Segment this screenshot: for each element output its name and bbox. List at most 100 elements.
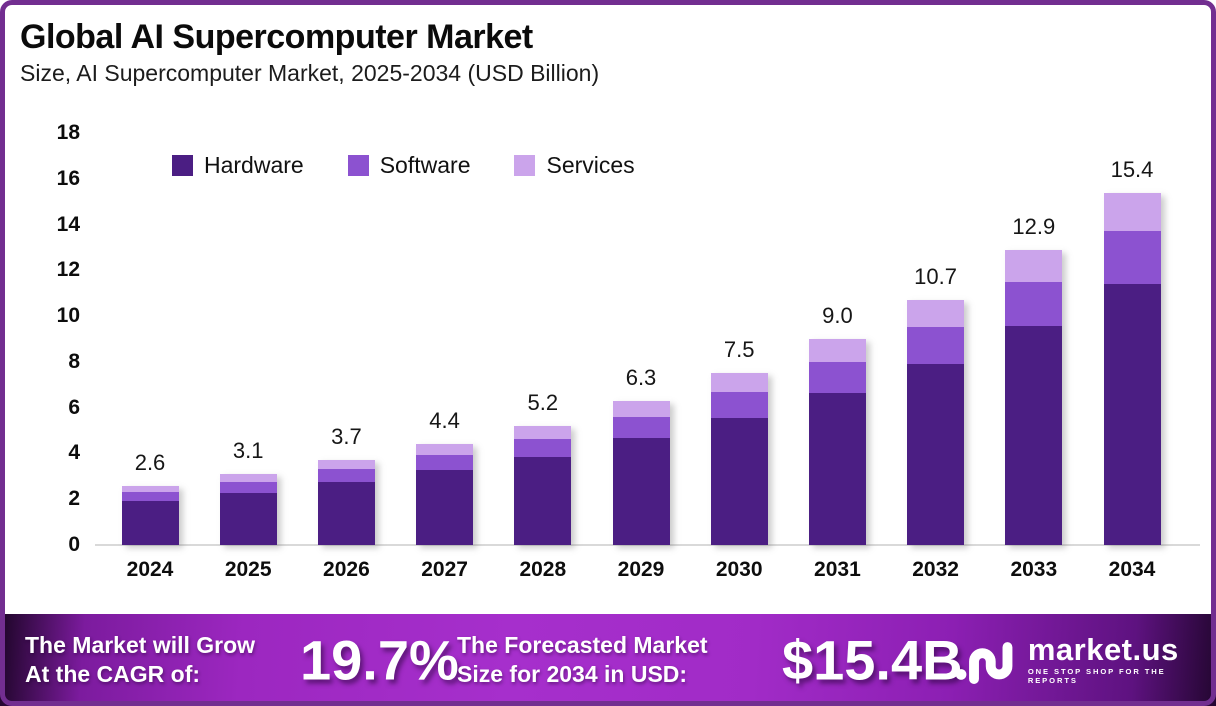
bar-segment-hardware xyxy=(121,501,179,545)
x-axis-line xyxy=(95,544,1200,546)
market-us-logo-icon xyxy=(955,642,1013,684)
legend-swatch-icon xyxy=(172,155,193,176)
brand-text: market.us ONE STOP SHOP FOR THE REPORTS xyxy=(1027,632,1216,685)
bar-segment-services xyxy=(416,444,474,456)
bar-2027 xyxy=(416,444,474,545)
y-axis-tick-label: 18 xyxy=(56,121,80,144)
bar-2025 xyxy=(219,474,277,545)
legend-label: Hardware xyxy=(204,152,304,178)
bar-segment-software xyxy=(612,416,670,439)
bar-total-label: 7.5 xyxy=(723,337,755,363)
legend-label: Software xyxy=(379,152,471,178)
y-axis-tick-label: 6 xyxy=(68,395,80,419)
stacked-bar-chart: 0 2 4 6 8 10 12 14 16 18 2.6 2024 3.1 2025 3.7 2026 4.4… xyxy=(56,0,1200,581)
bar-segment-hardware xyxy=(416,470,474,545)
bar-segment-services xyxy=(907,300,965,327)
bar-segment-software xyxy=(514,439,572,457)
bar-total-label: 12.9 xyxy=(1012,213,1056,239)
brand-name: market.us xyxy=(1027,632,1179,667)
bar-total-label: 3.7 xyxy=(331,424,362,450)
bar-total-label: 3.1 xyxy=(232,438,264,464)
bar-segment-software xyxy=(808,361,866,393)
bar-segment-services xyxy=(317,460,375,470)
page-title: Global AI Supercomputer Market xyxy=(20,18,533,56)
y-axis-tick-label: 0 xyxy=(68,533,80,556)
legend-swatch-icon xyxy=(514,155,536,176)
bar-total-label: 2.6 xyxy=(134,449,166,475)
bar-segment-software xyxy=(219,481,277,493)
bar-total-label: 5.2 xyxy=(527,389,559,415)
cagr-label: The Market will Grow At the CAGR of: xyxy=(25,631,255,689)
legend-item-hardware: Hardware xyxy=(172,152,304,179)
bar-segment-hardware xyxy=(514,456,572,545)
bar-segment-software xyxy=(907,326,965,364)
bar-segment-hardware xyxy=(710,417,768,545)
legend-item-services: Services xyxy=(514,152,635,179)
y-axis-tick-label: 2 xyxy=(68,487,80,511)
x-axis-label: 2029 xyxy=(617,558,665,581)
y-axis-tick-label: 8 xyxy=(68,349,80,373)
bar-segment-services xyxy=(612,400,670,417)
bar-segment-software xyxy=(121,492,179,502)
bar-segment-software xyxy=(710,392,768,418)
bar-total-label: 9.0 xyxy=(822,303,853,328)
x-axis-label: 2034 xyxy=(1108,558,1156,581)
forecast-label-line2: Size for 2034 in USD: xyxy=(457,661,688,687)
bar-segment-services xyxy=(710,373,768,393)
bar-2029 xyxy=(612,400,670,545)
bar-total-label: 10.7 xyxy=(914,264,957,290)
bars: 2.6 2024 3.1 2025 3.7 2026 4.4 2027 5.2 2028 6.3 20… xyxy=(100,0,1196,581)
page-subtitle: Size, AI Supercomputer Market, 2025-2034… xyxy=(20,60,600,86)
y-axis-tick-label: 12 xyxy=(56,258,80,282)
cagr-label-line1: The Market will Grow xyxy=(25,632,256,658)
bar-segment-software xyxy=(1103,231,1161,285)
bar-2030 xyxy=(710,373,768,545)
y-axis-tick-label: 16 xyxy=(56,166,80,190)
bar-2031 xyxy=(808,339,866,545)
bar-segment-services xyxy=(808,339,866,362)
footer-banner: The Market will Grow At the CAGR of: 19.… xyxy=(0,614,1216,706)
bar-segment-software xyxy=(1005,282,1063,327)
bar-2032 xyxy=(907,300,965,545)
cagr-value: 19.7% xyxy=(300,628,459,692)
bar-segment-software xyxy=(317,469,375,483)
legend-item-software: Software xyxy=(347,152,471,179)
bar-segment-hardware xyxy=(808,392,866,545)
brand-logo: market.us ONE STOP SHOP FOR THE REPORTS xyxy=(955,632,1216,685)
y-axis-tick-label: 14 xyxy=(56,212,80,236)
legend-swatch-icon xyxy=(347,155,369,176)
bar-2034 xyxy=(1103,192,1161,545)
x-axis-label: 2028 xyxy=(519,558,567,581)
bar-total-label: 15.4 xyxy=(1110,156,1154,182)
bar-segment-services xyxy=(219,474,277,482)
x-axis-label: 2027 xyxy=(421,558,468,581)
x-axis-label: 2025 xyxy=(224,558,272,581)
x-axis-label: 2030 xyxy=(715,558,763,581)
bar-segment-services xyxy=(1005,249,1063,282)
x-axis-label: 2024 xyxy=(126,558,174,581)
bar-segment-hardware xyxy=(1005,326,1063,545)
bar-segment-software xyxy=(416,455,474,471)
forecast-label-line1: The Forecasted Market xyxy=(457,632,708,658)
x-axis-label: 2033 xyxy=(1010,558,1058,581)
brand-tagline: ONE STOP SHOP FOR THE REPORTS xyxy=(1027,667,1166,685)
bar-segment-hardware xyxy=(612,438,670,545)
bar-segment-hardware xyxy=(219,492,277,545)
legend-label: Services xyxy=(546,152,635,178)
x-axis-label: 2026 xyxy=(323,558,370,581)
chart-legend: Hardware Software Services xyxy=(172,152,635,179)
bar-total-label: 4.4 xyxy=(429,408,460,434)
bar-total-label: 6.3 xyxy=(625,364,657,390)
y-axis-tick-label: 10 xyxy=(56,304,80,328)
bar-segment-hardware xyxy=(317,482,375,545)
cagr-label-line2: At the CAGR of: xyxy=(25,661,201,687)
forecast-label: The Forecasted Market Size for 2034 in U… xyxy=(457,631,708,689)
y-axis-tick-label: 4 xyxy=(68,441,80,465)
bar-segment-hardware xyxy=(1103,284,1161,545)
bar-2024 xyxy=(121,485,179,546)
x-axis-label: 2031 xyxy=(814,558,861,581)
bar-segment-services xyxy=(121,485,179,493)
bar-2033 xyxy=(1005,249,1063,545)
forecast-value: $15.4B xyxy=(782,628,963,692)
